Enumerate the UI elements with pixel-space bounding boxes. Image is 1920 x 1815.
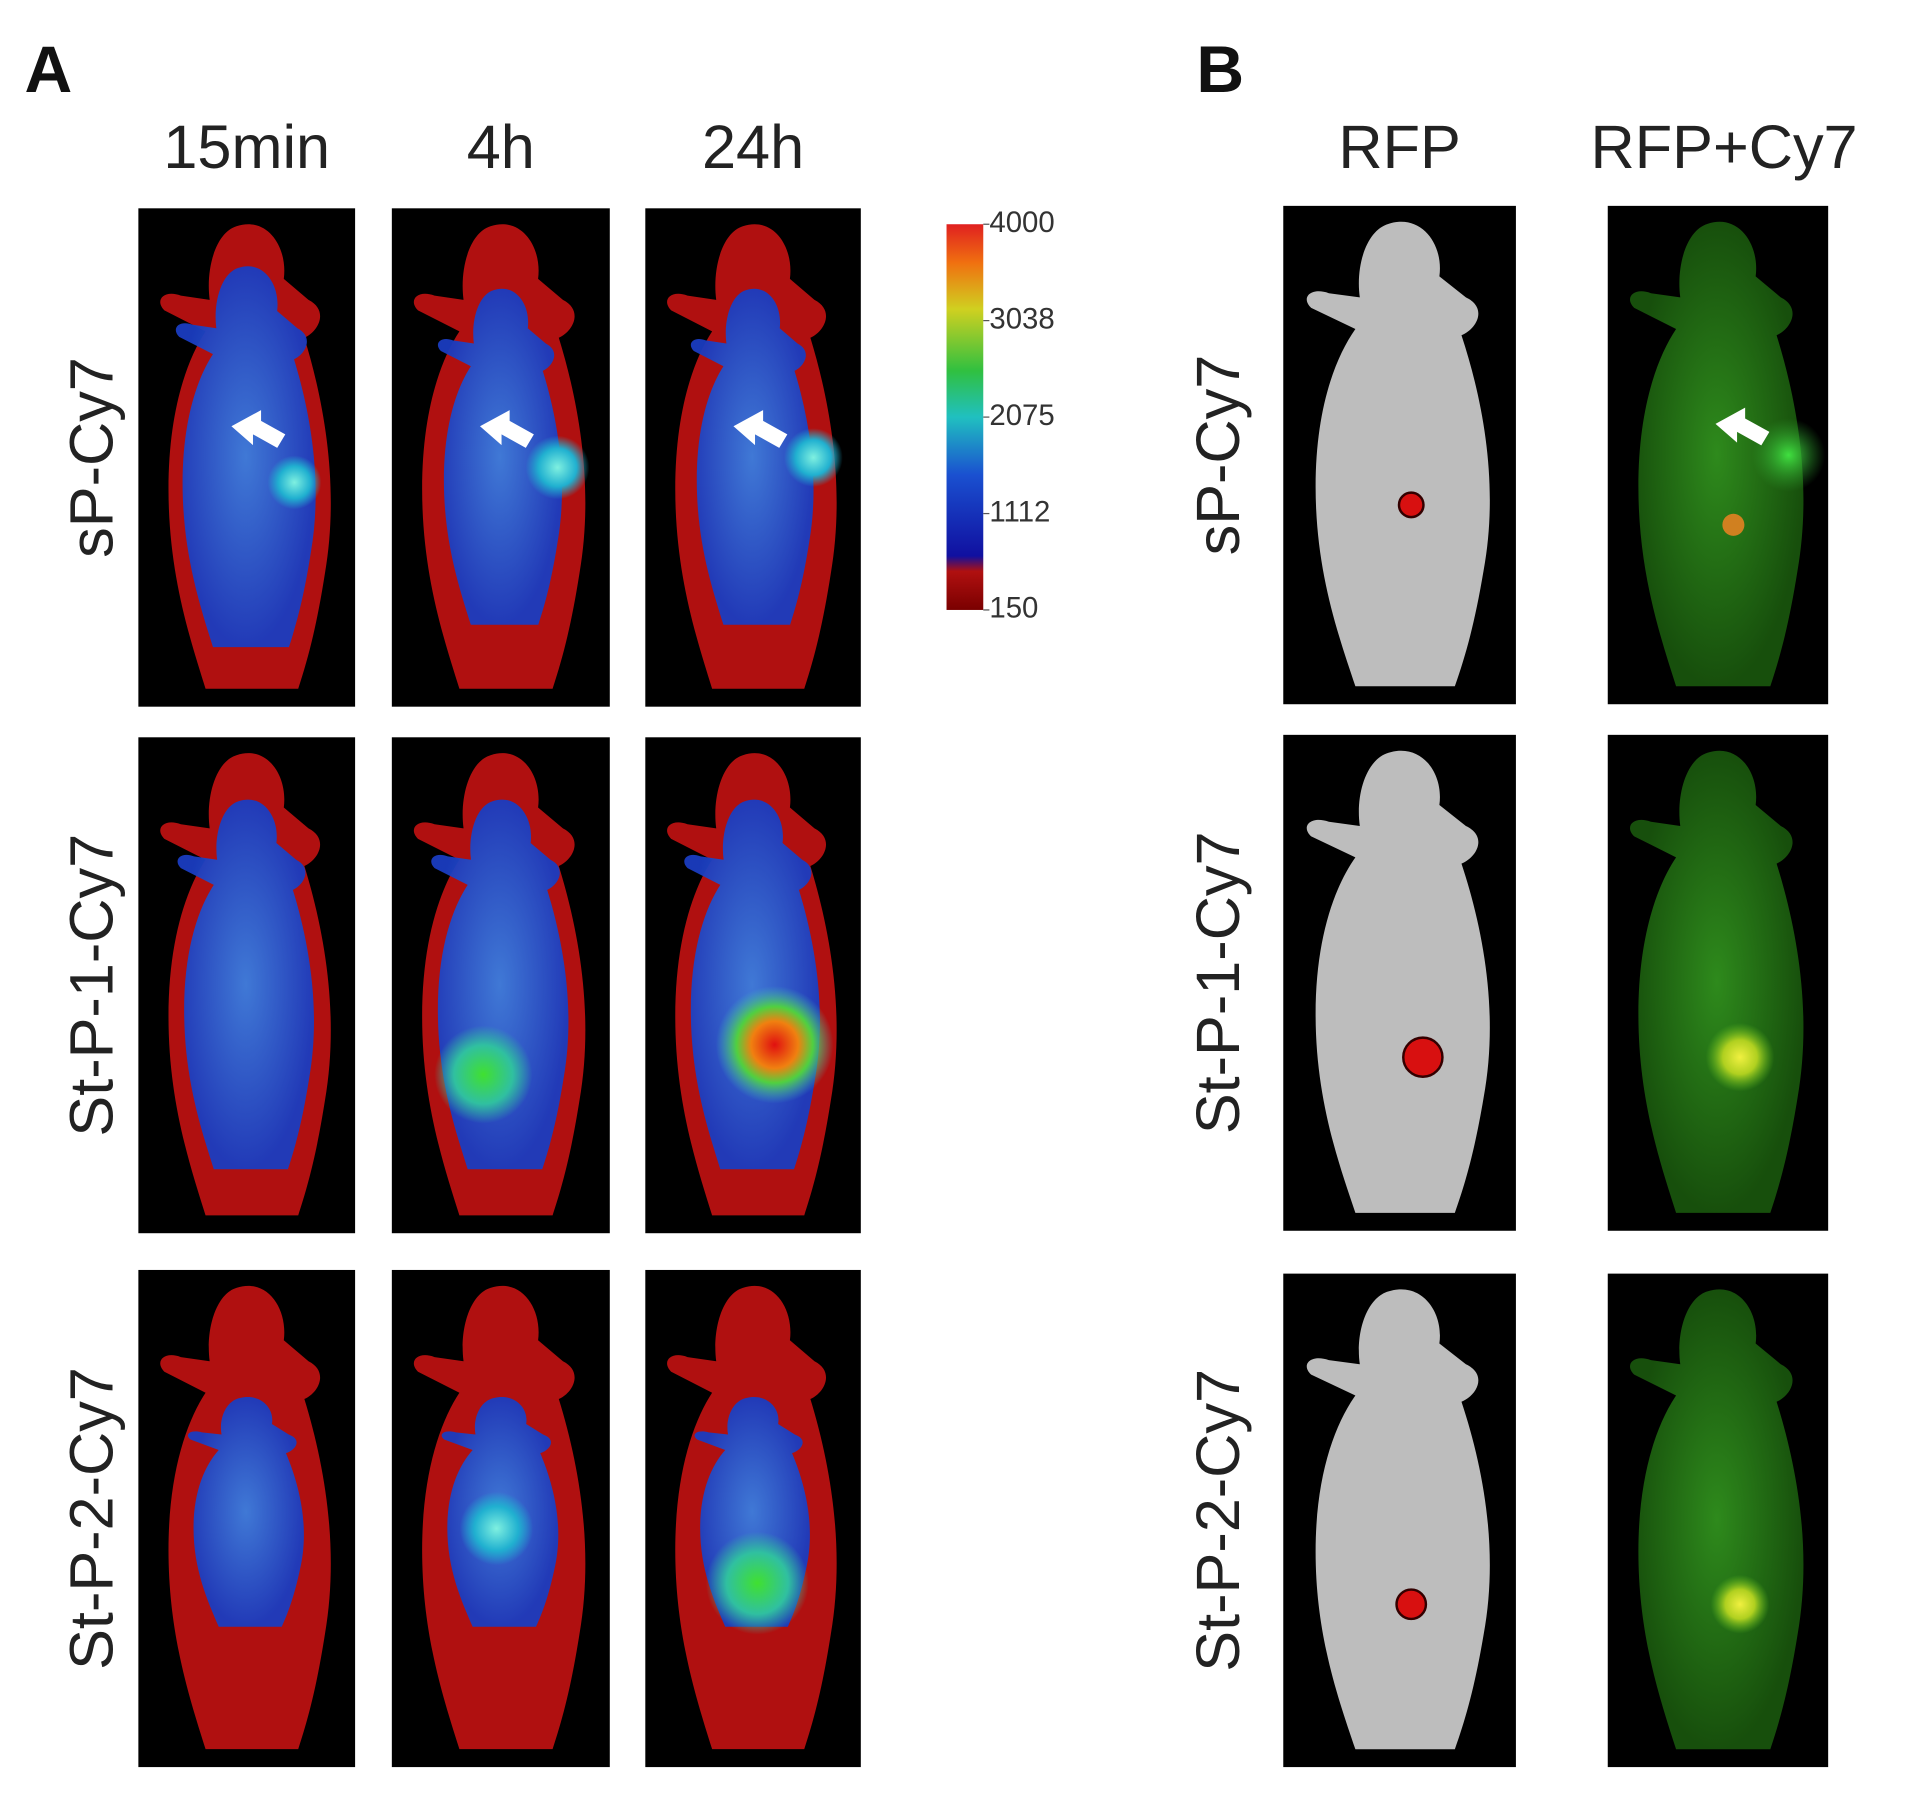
column-header: 24h — [702, 113, 804, 181]
row-label: sP-Cy7 — [1184, 355, 1252, 556]
hotspot — [459, 1491, 534, 1566]
panel-label: A — [24, 33, 72, 107]
image-tile — [1283, 734, 1516, 1231]
hotspot — [705, 1531, 809, 1635]
panel-label: B — [1196, 33, 1244, 107]
colorbar-tick-label: 1112 — [989, 495, 1050, 528]
row-label: sP-Cy7 — [58, 357, 126, 558]
glow — [1751, 418, 1826, 492]
colorbar-tick-label: 3038 — [989, 302, 1054, 335]
colorbar-tick-label: 4000 — [989, 206, 1054, 239]
row-label: St-P-2-Cy7 — [1184, 1369, 1252, 1672]
column-header: 4h — [467, 113, 535, 181]
tumor-marker — [1710, 1574, 1770, 1634]
hotspot — [525, 435, 590, 500]
tumor-marker — [1402, 1036, 1444, 1079]
hotspot — [434, 1025, 533, 1124]
image-tile — [645, 737, 861, 1234]
image-tile — [1283, 1273, 1516, 1768]
colorbar-tick-label: 2075 — [989, 399, 1054, 432]
image-tile — [645, 208, 861, 707]
hotspot — [784, 428, 843, 487]
image-tile — [138, 1269, 356, 1768]
colorbar — [946, 224, 984, 610]
image-tile — [645, 1269, 861, 1768]
image-tile — [1607, 1273, 1829, 1768]
column-header: RFP — [1338, 113, 1460, 181]
row-label: St-P-1-Cy7 — [58, 834, 126, 1137]
row-label: St-P-2-Cy7 — [58, 1367, 126, 1670]
column-header: 15min — [163, 113, 330, 181]
image-tile — [391, 737, 610, 1234]
image-tile — [1607, 734, 1829, 1231]
tumor-marker — [1395, 1588, 1428, 1621]
tumor-marker — [1722, 513, 1745, 536]
image-tile — [1607, 205, 1829, 705]
hotspot — [715, 985, 834, 1104]
row-label: St-P-1-Cy7 — [1184, 831, 1252, 1134]
image-tile — [138, 737, 356, 1234]
colorbar-tick-label: 150 — [989, 592, 1038, 625]
column-header: RFP+Cy7 — [1591, 113, 1858, 181]
image-tile — [391, 208, 610, 707]
image-tile — [391, 1269, 610, 1768]
image-tile — [138, 208, 356, 707]
tumor-marker — [1397, 491, 1425, 519]
hotspot — [267, 455, 322, 510]
tumor-marker — [1705, 1022, 1775, 1092]
image-tile — [1283, 205, 1516, 705]
